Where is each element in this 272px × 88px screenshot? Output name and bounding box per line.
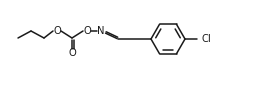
Text: O: O: [83, 26, 91, 36]
Text: O: O: [53, 26, 61, 36]
Text: O: O: [68, 48, 76, 58]
Text: Cl: Cl: [201, 34, 211, 44]
Text: N: N: [97, 26, 105, 36]
